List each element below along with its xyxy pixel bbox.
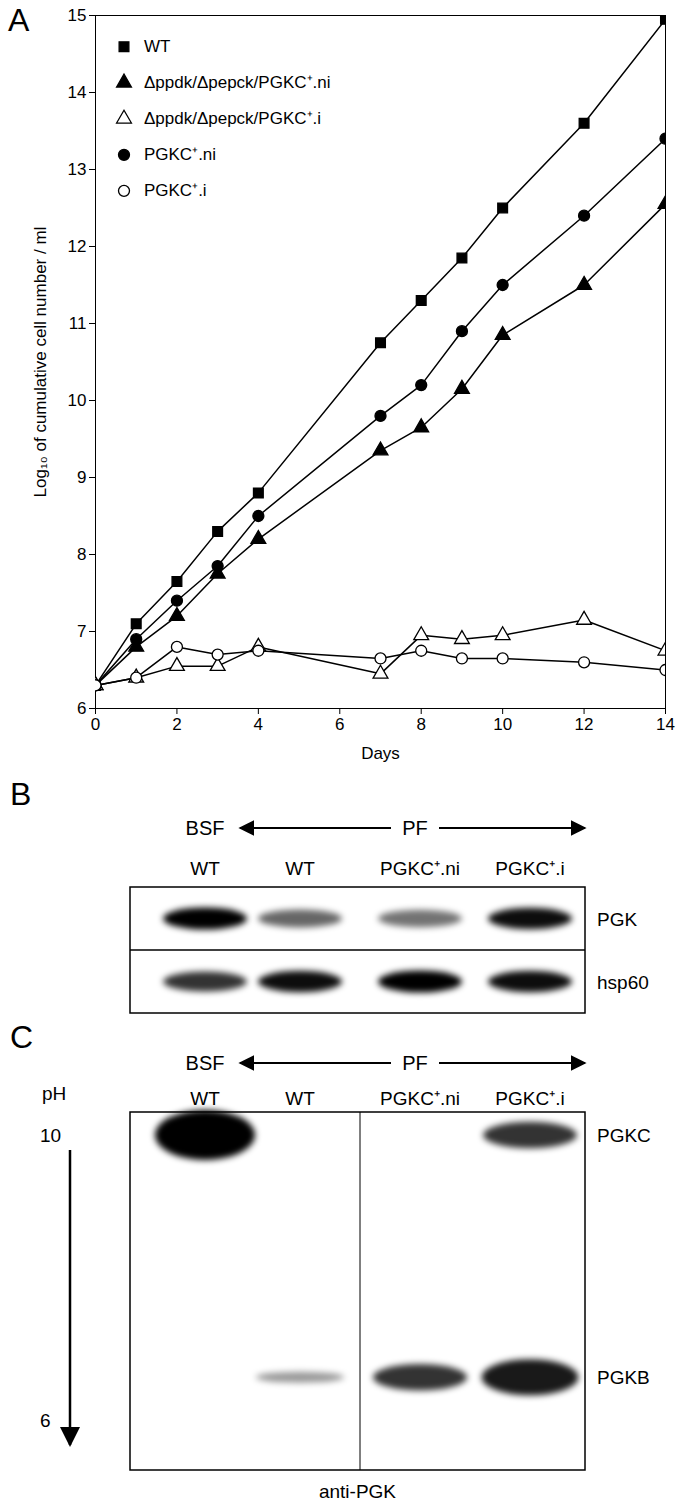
svg-text:PGKB: PGKB [597,1367,650,1388]
svg-text:anti-PGK: anti-PGK [319,1481,396,1502]
svg-text:PF: PF [402,817,428,839]
svg-text:14: 14 [656,715,675,734]
svg-text:BSF: BSF [186,817,225,839]
svg-text:10: 10 [40,1125,61,1146]
svg-text:PGKC⁺.ni: PGKC⁺.ni [144,145,216,164]
svg-text:15: 15 [68,6,87,25]
svg-text:PGKC⁺.ni: PGKC⁺.ni [380,1088,460,1109]
svg-text:hsp60: hsp60 [597,972,649,993]
svg-text:WT: WT [190,858,220,879]
svg-text:PGKC⁺.i: PGKC⁺.i [495,858,564,879]
svg-text:6: 6 [335,715,344,734]
svg-text:WT: WT [144,37,170,56]
svg-text:9: 9 [77,468,86,487]
svg-text:PGK: PGK [597,909,637,930]
svg-text:WT: WT [285,1088,315,1109]
svg-text:Log₁₀ of cumulative cell numbe: Log₁₀ of cumulative cell number / ml [31,227,50,498]
svg-text:PGKC: PGKC [597,1125,651,1146]
svg-text:PGKC⁺.ni: PGKC⁺.ni [380,858,460,879]
svg-text:PGKC⁺.i: PGKC⁺.i [144,181,207,200]
svg-text:Days: Days [361,744,400,763]
svg-text:14: 14 [68,83,87,102]
svg-text:Δppdk/Δpepck/PGKC⁺.ni: Δppdk/Δpepck/PGKC⁺.ni [144,73,331,92]
svg-text:10: 10 [493,715,512,734]
svg-text:10: 10 [68,391,87,410]
svg-text:C: C [10,1019,33,1055]
svg-text:8: 8 [416,715,425,734]
svg-text:WT: WT [285,858,315,879]
svg-text:8: 8 [77,545,86,564]
svg-text:pH: pH [42,1083,66,1104]
svg-text:11: 11 [69,314,87,333]
svg-text:BSF: BSF [186,1052,225,1074]
svg-text:Δppdk/Δpepck/PGKC⁺.i: Δppdk/Δpepck/PGKC⁺.i [144,109,321,128]
svg-text:7: 7 [77,622,86,641]
svg-text:6: 6 [40,1410,51,1431]
svg-text:2: 2 [172,715,181,734]
svg-text:WT: WT [190,1088,220,1109]
svg-text:13: 13 [68,160,87,179]
svg-text:0: 0 [91,715,100,734]
svg-text:6: 6 [77,699,86,718]
svg-text:12: 12 [575,715,594,734]
svg-text:PF: PF [402,1052,428,1074]
html-text:A: A [8,2,30,38]
svg-text:4: 4 [254,715,263,734]
svg-text:12: 12 [68,237,87,256]
svg-text:B: B [10,776,31,812]
svg-text:PGKC⁺.i: PGKC⁺.i [495,1088,564,1109]
